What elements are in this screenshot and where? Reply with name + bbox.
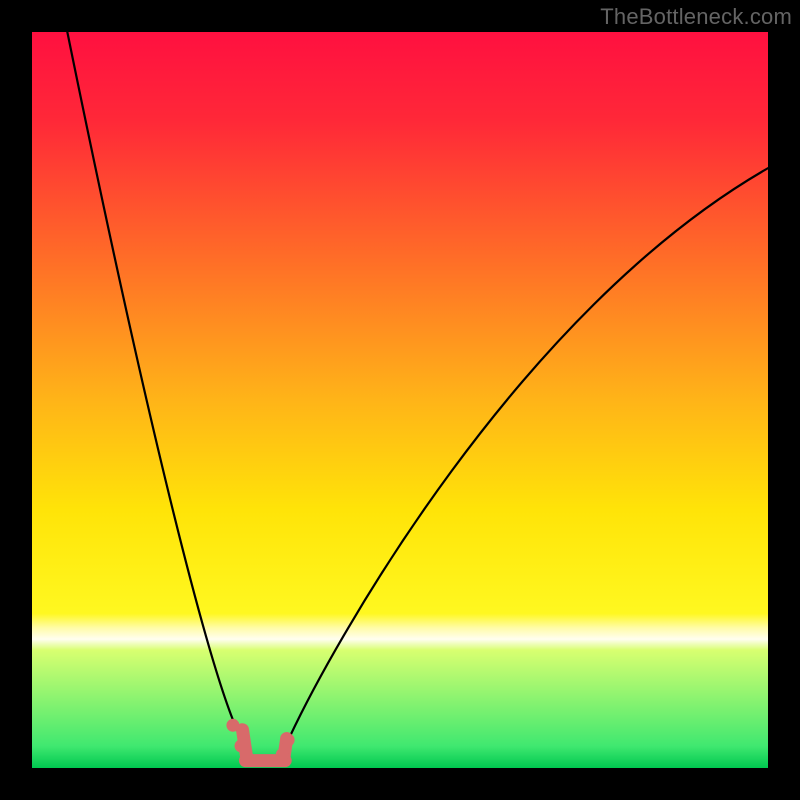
chart-svg (32, 32, 768, 768)
plot-area (32, 32, 768, 768)
watermark-text: TheBottleneck.com (600, 4, 792, 30)
gradient-background (32, 32, 768, 768)
